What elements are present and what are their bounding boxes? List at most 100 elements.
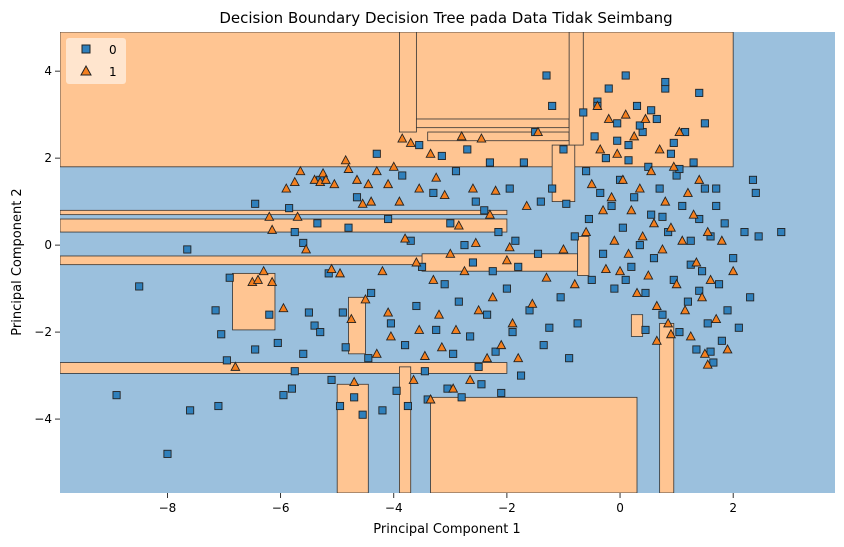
class-0-point	[287, 384, 296, 393]
class-1-point	[513, 352, 524, 363]
class-1-point	[657, 244, 668, 254]
class-1-point	[651, 300, 662, 310]
class-1-point	[654, 143, 665, 154]
class-0-point	[519, 158, 528, 167]
class-1-point	[295, 165, 306, 176]
class-1-point	[640, 113, 651, 123]
class-0-point	[539, 341, 548, 350]
class-0-point	[290, 228, 299, 237]
class-1-point	[651, 335, 662, 345]
class-0-point	[392, 386, 401, 395]
class-1-region	[60, 209, 508, 216]
class-1-point	[371, 348, 382, 358]
class-1-point	[436, 341, 447, 352]
class-0-point	[112, 391, 121, 400]
class-0-point	[251, 345, 260, 354]
class-0-point	[491, 347, 500, 356]
class-0-point	[599, 249, 608, 258]
class-0-point	[587, 275, 596, 284]
class-0-point	[641, 325, 650, 334]
class-1-point	[711, 313, 722, 323]
class-1-point	[586, 178, 597, 189]
class-0-point	[695, 214, 704, 224]
class-0-point	[641, 288, 650, 297]
class-1-point	[383, 307, 394, 317]
class-0-point	[335, 401, 345, 411]
class-1-point	[665, 328, 677, 339]
class-1-point	[445, 248, 456, 258]
class-0-point	[290, 367, 299, 376]
class-0-point	[545, 323, 554, 332]
class-0-point	[415, 141, 424, 150]
x-axis: −8 −6 −4 −2 0 2	[159, 493, 737, 515]
class-0-point	[474, 362, 483, 371]
y-tick-label: −2	[34, 325, 52, 339]
class-0-point	[508, 328, 517, 337]
class-1-point	[394, 196, 405, 206]
legend-marker-1	[80, 64, 92, 76]
class-0-point	[548, 101, 557, 110]
class-0-point	[222, 356, 231, 365]
class-0-point	[480, 206, 489, 215]
class-1-point	[326, 263, 337, 273]
class-1-point	[694, 174, 705, 184]
class-0-point	[451, 167, 461, 176]
class-0-point	[698, 267, 707, 276]
class-1-point	[278, 302, 289, 313]
legend: 0 1	[66, 38, 126, 84]
class-0-point	[596, 188, 605, 197]
class-1-point	[405, 137, 416, 147]
class-0-point	[621, 275, 630, 284]
class-0-point	[251, 199, 260, 208]
class-0-point	[683, 297, 692, 306]
class-1-point	[351, 174, 363, 184]
class-1-point	[541, 272, 552, 282]
class-1-point	[603, 113, 614, 123]
class-0-point	[734, 323, 743, 332]
class-0-point	[675, 328, 684, 337]
class-1-point	[598, 204, 609, 215]
class-1-point	[357, 198, 368, 208]
class-1-region	[421, 253, 579, 272]
class-0-point	[565, 354, 574, 363]
class-0-point	[483, 310, 492, 319]
class-0-point	[468, 258, 478, 267]
class-1-point	[448, 383, 459, 393]
class-0-point	[432, 325, 441, 334]
class-1-point	[600, 263, 611, 273]
class-0-point	[457, 393, 466, 402]
class-0-point	[700, 184, 709, 193]
x-axis-label: Principal Component 1	[373, 522, 520, 537]
class-1-point	[281, 183, 292, 193]
class-0-point	[273, 338, 282, 348]
class-0-point	[692, 345, 701, 354]
class-0-point	[647, 210, 656, 219]
x-tick-label: −6	[272, 501, 290, 515]
class-0-point	[613, 136, 622, 145]
class-0-point	[417, 262, 427, 271]
class-0-point	[647, 106, 656, 115]
class-0-point	[618, 223, 627, 232]
class-0-point	[695, 88, 704, 97]
class-0-point	[709, 358, 718, 367]
class-1-point	[484, 209, 495, 219]
class-1-point	[595, 143, 606, 154]
class-0-point	[669, 275, 678, 284]
class-0-point	[729, 254, 738, 263]
class-0-point	[440, 280, 449, 289]
class-0-point	[658, 212, 667, 221]
class-1-point	[230, 361, 241, 371]
class-0-point	[364, 354, 373, 363]
class-0-point	[338, 308, 347, 317]
class-1-point	[334, 267, 346, 278]
class-1-point	[691, 257, 702, 267]
class-0-point	[695, 286, 704, 295]
class-0-point	[316, 328, 325, 337]
class-0-point	[505, 184, 514, 193]
class-0-point	[627, 262, 636, 271]
class-0-point	[313, 219, 322, 228]
plot-area	[60, 32, 835, 493]
class-1-point	[400, 233, 411, 243]
class-1-point	[660, 196, 671, 206]
class-0-point	[299, 349, 308, 358]
